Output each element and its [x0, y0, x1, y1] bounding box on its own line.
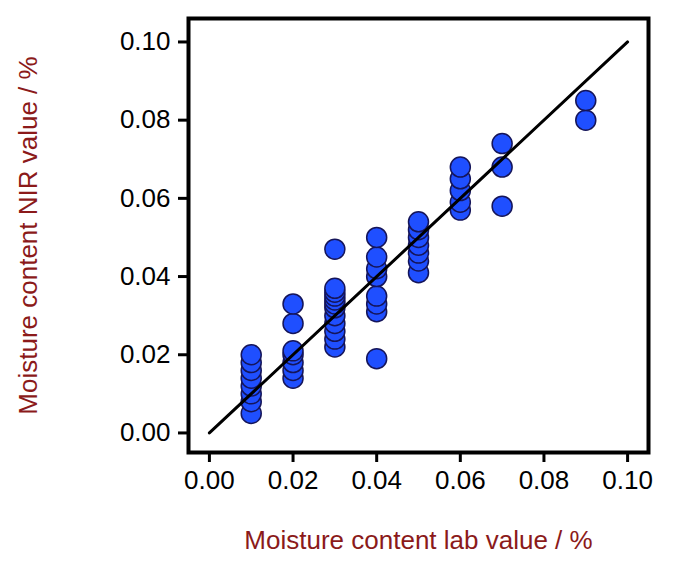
svg-text:0.02: 0.02	[268, 465, 319, 495]
svg-text:0.06: 0.06	[120, 183, 171, 213]
svg-text:0.00: 0.00	[184, 465, 235, 495]
svg-text:0.06: 0.06	[435, 465, 486, 495]
svg-text:Moisture content lab value / %: Moisture content lab value / %	[244, 525, 592, 555]
svg-text:0.04: 0.04	[351, 465, 402, 495]
svg-text:0.00: 0.00	[120, 417, 171, 447]
svg-text:Moisture content NIR value / %: Moisture content NIR value / %	[13, 56, 43, 414]
svg-text:0.02: 0.02	[120, 339, 171, 369]
svg-text:0.08: 0.08	[120, 104, 171, 134]
svg-text:0.10: 0.10	[120, 26, 171, 56]
svg-text:0.10: 0.10	[602, 465, 653, 495]
svg-text:0.08: 0.08	[519, 465, 570, 495]
svg-text:0.04: 0.04	[120, 261, 171, 291]
